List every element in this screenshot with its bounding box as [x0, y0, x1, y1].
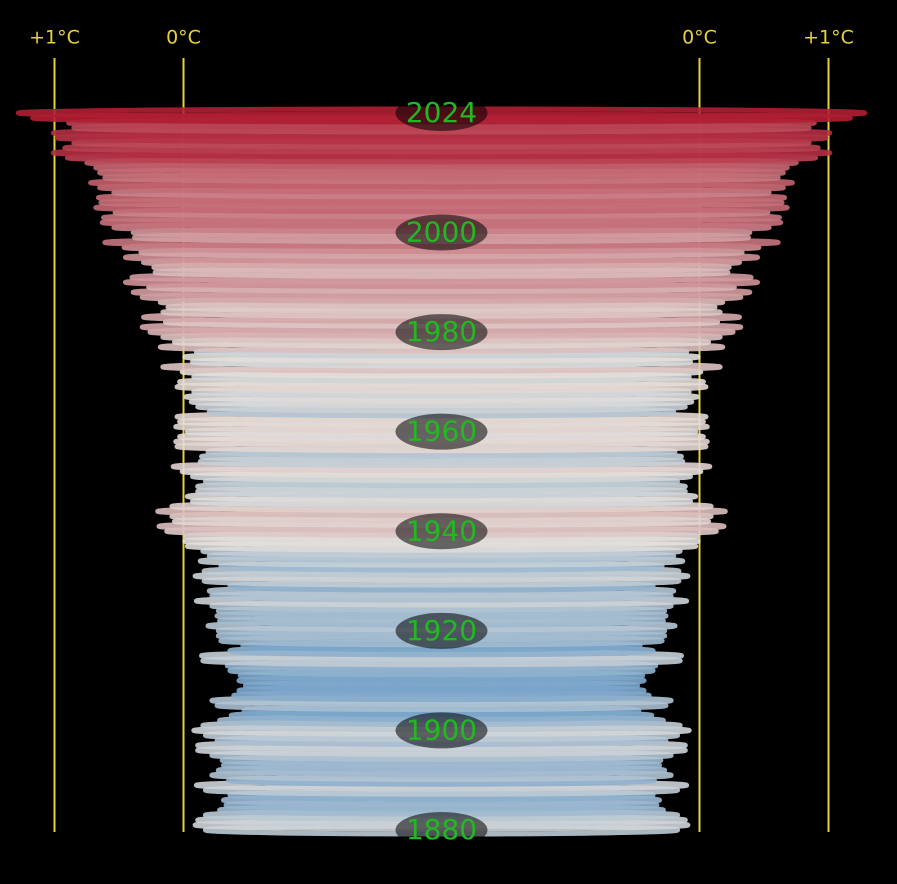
year-label-bg — [395, 612, 488, 649]
axis-label: +1°C — [29, 27, 80, 49]
year-label-bg — [395, 513, 488, 550]
axis-label: +1°C — [803, 27, 854, 49]
axis-label: 0°C — [682, 27, 717, 49]
year-label: 1980 — [406, 315, 477, 348]
year-label: 2000 — [406, 216, 477, 249]
year-label-bg — [395, 95, 488, 131]
year-label: 1900 — [406, 713, 477, 746]
year-label: 1920 — [406, 614, 477, 647]
year-label-bg — [395, 214, 488, 251]
year-label: 2024 — [406, 96, 477, 129]
year-label: 1960 — [406, 415, 477, 448]
year-label-bg — [395, 413, 488, 450]
axis-label: 0°C — [166, 27, 201, 49]
year-label: 1940 — [406, 514, 477, 547]
year-label: 1880 — [406, 813, 477, 846]
year-label-bg — [395, 712, 488, 749]
year-label-bg — [395, 812, 488, 848]
year-label-bg — [395, 314, 488, 351]
